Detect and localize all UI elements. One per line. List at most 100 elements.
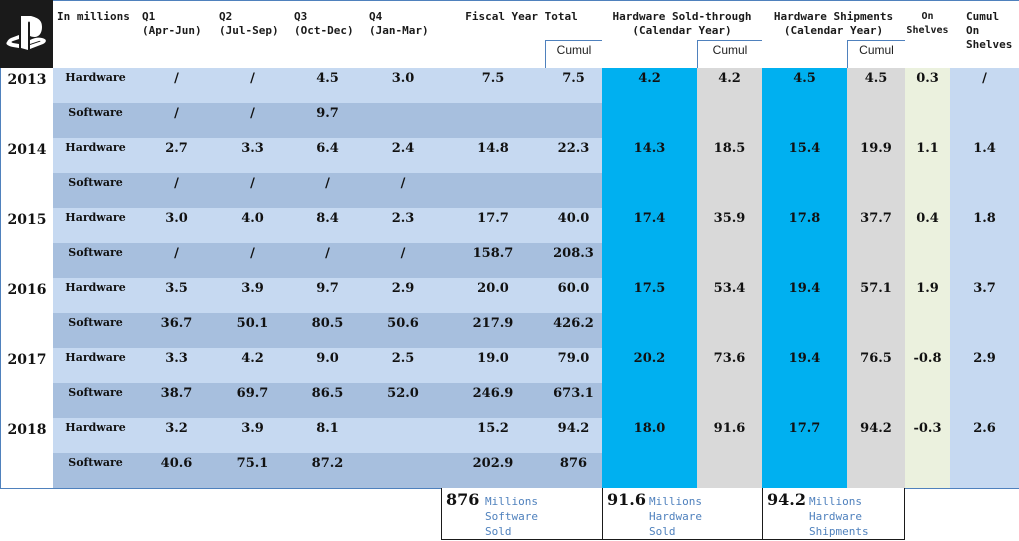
software-fy-cumul-cell: 426.2 <box>545 313 603 349</box>
header-sold-through-cumul: Cumul <box>697 40 763 69</box>
hardware-q1-cell: 2.7 <box>138 138 216 174</box>
sales-table: In millions Q1 (Apr-Jun) Q2 (Jul-Sep) Q3 (Oct-… <box>0 0 1019 489</box>
row-label-hardware: Hardware <box>53 418 139 454</box>
hardware-q3-cell: 6.4 <box>290 138 366 174</box>
hardware-fy-cell: 20.0 <box>441 278 546 314</box>
header-fiscal-year-total: Fiscal Year Total <box>441 0 603 69</box>
software-q2-cell: 75.1 <box>215 453 291 489</box>
software-q3-cell: / <box>290 173 366 209</box>
hardware-fy-cumul-cell: 22.3 <box>545 138 603 174</box>
row-label-software: Software <box>53 243 139 279</box>
hardware-fy-cell: 7.5 <box>441 68 546 104</box>
hardware-fy-cell: 17.7 <box>441 208 546 244</box>
software-q2-cell: / <box>215 103 291 139</box>
software-fy-cumul-cell: 876 <box>545 453 603 489</box>
hardware-fy-cumul-cell: 40.0 <box>545 208 603 244</box>
hardware-q4-cell: 2.4 <box>365 138 442 174</box>
hardware-q3-cell: 9.0 <box>290 348 366 384</box>
row-label-software: Software <box>53 453 139 489</box>
software-fy-cumul-cell <box>545 103 603 139</box>
summary-label: Millions Hardware Shipments <box>809 494 869 539</box>
summary-label-line: Millions <box>649 495 702 508</box>
summary-hardware-sold: 91.6 Millions Hardware Sold <box>602 488 763 540</box>
header-shipments-cumul: Cumul <box>847 40 906 69</box>
header-text-line: (Calendar Year) <box>783 24 884 37</box>
header-text-line: Hardware Sold-through <box>612 10 752 23</box>
shipments-cell: 17.7 <box>762 418 848 489</box>
playstation-icon <box>5 16 46 50</box>
summary-hardware-shipments: 94.2 Millions Hardware Shipments <box>762 488 905 540</box>
hardware-q4-cell: 2.9 <box>365 278 442 314</box>
software-q3-cell: 9.7 <box>290 103 366 139</box>
sold-through-cumul-cell: 35.9 <box>697 208 763 279</box>
header-text-line: Q1 <box>142 10 156 23</box>
row-label-hardware: Hardware <box>53 208 139 244</box>
software-q4-cell: / <box>365 173 442 209</box>
header-unit: In millions <box>53 0 139 69</box>
header-text-line: Q3 <box>294 10 308 23</box>
header-text-line: Q4 <box>369 10 383 23</box>
hardware-q2-cell: / <box>215 68 291 104</box>
software-q3-cell: 80.5 <box>290 313 366 349</box>
summary-label-line: Hardware <box>649 510 702 523</box>
hardware-fy-cell: 19.0 <box>441 348 546 384</box>
header-hw-shipments: Hardware Shipments (Calendar Year) <box>762 0 906 69</box>
header-text-line: (Calendar Year) <box>632 24 732 37</box>
hardware-q3-cell: 8.4 <box>290 208 366 244</box>
year-cell: 2015 <box>0 208 54 279</box>
hardware-q2-cell: 3.9 <box>215 278 291 314</box>
hardware-q3-cell: 4.5 <box>290 68 366 104</box>
row-label-hardware: Hardware <box>53 138 139 174</box>
cumul-on-shelves-cell: 3.7 <box>950 278 1019 349</box>
summary-label-line: Shipments <box>809 525 869 538</box>
header-fy-cumul: Cumul <box>545 40 603 69</box>
software-fy-cell: 202.9 <box>441 453 546 489</box>
software-fy-cumul-cell <box>545 173 603 209</box>
year-cell: 2017 <box>0 348 54 419</box>
summary-value: 876 <box>446 490 480 509</box>
cumul-on-shelves-cell: / <box>950 68 1019 139</box>
hardware-fy-cell: 15.2 <box>441 418 546 454</box>
software-fy-cumul-cell: 673.1 <box>545 383 603 419</box>
row-label-software: Software <box>53 383 139 419</box>
software-q1-cell: / <box>138 103 216 139</box>
hardware-q3-cell: 9.7 <box>290 278 366 314</box>
software-q3-cell: 86.5 <box>290 383 366 419</box>
header-text-line: Shelves <box>966 38 1013 51</box>
hardware-q2-cell: 3.3 <box>215 138 291 174</box>
software-q4-cell <box>365 453 442 489</box>
cumul-on-shelves-cell: 1.8 <box>950 208 1019 279</box>
shipments-cumul-cell: 4.5 <box>847 68 906 139</box>
header-text-line: (Oct-Dec) <box>294 24 354 37</box>
header-q1: Q1 (Apr-Jun) <box>138 0 216 69</box>
summary-label-line: Software <box>485 510 538 523</box>
software-q1-cell: 36.7 <box>138 313 216 349</box>
year-cell: 2013 <box>0 68 54 139</box>
header-q2: Q2 (Jul-Sep) <box>215 0 291 69</box>
software-q1-cell: / <box>138 173 216 209</box>
playstation-logo-icon <box>0 0 53 68</box>
header-text-line: (Apr-Jun) <box>142 24 202 37</box>
summary-label: Millions Software Sold <box>485 494 538 539</box>
hardware-q2-cell: 4.0 <box>215 208 291 244</box>
row-label-hardware: Hardware <box>53 68 139 104</box>
sold-through-cell: 18.0 <box>602 418 698 489</box>
hardware-q4-cell: 2.3 <box>365 208 442 244</box>
summary-label-line: Sold <box>485 525 512 538</box>
summary-label-line: Sold <box>649 525 676 538</box>
sold-through-cell: 17.5 <box>602 278 698 349</box>
on-shelves-cell: 0.4 <box>905 208 951 279</box>
hardware-fy-cumul-cell: 79.0 <box>545 348 603 384</box>
sold-through-cumul-cell: 91.6 <box>697 418 763 489</box>
year-cell: 2014 <box>0 138 54 209</box>
software-q4-cell: 52.0 <box>365 383 442 419</box>
cumul-on-shelves-cell: 1.4 <box>950 138 1019 209</box>
software-q3-cell: / <box>290 243 366 279</box>
on-shelves-cell: 1.1 <box>905 138 951 209</box>
header-text-line: On <box>966 24 980 37</box>
on-shelves-cell: -0.3 <box>905 418 951 489</box>
header-text-line: Hardware Shipments <box>773 10 894 23</box>
software-q1-cell: 40.6 <box>138 453 216 489</box>
software-q4-cell: 50.6 <box>365 313 442 349</box>
software-q3-cell: 87.2 <box>290 453 366 489</box>
